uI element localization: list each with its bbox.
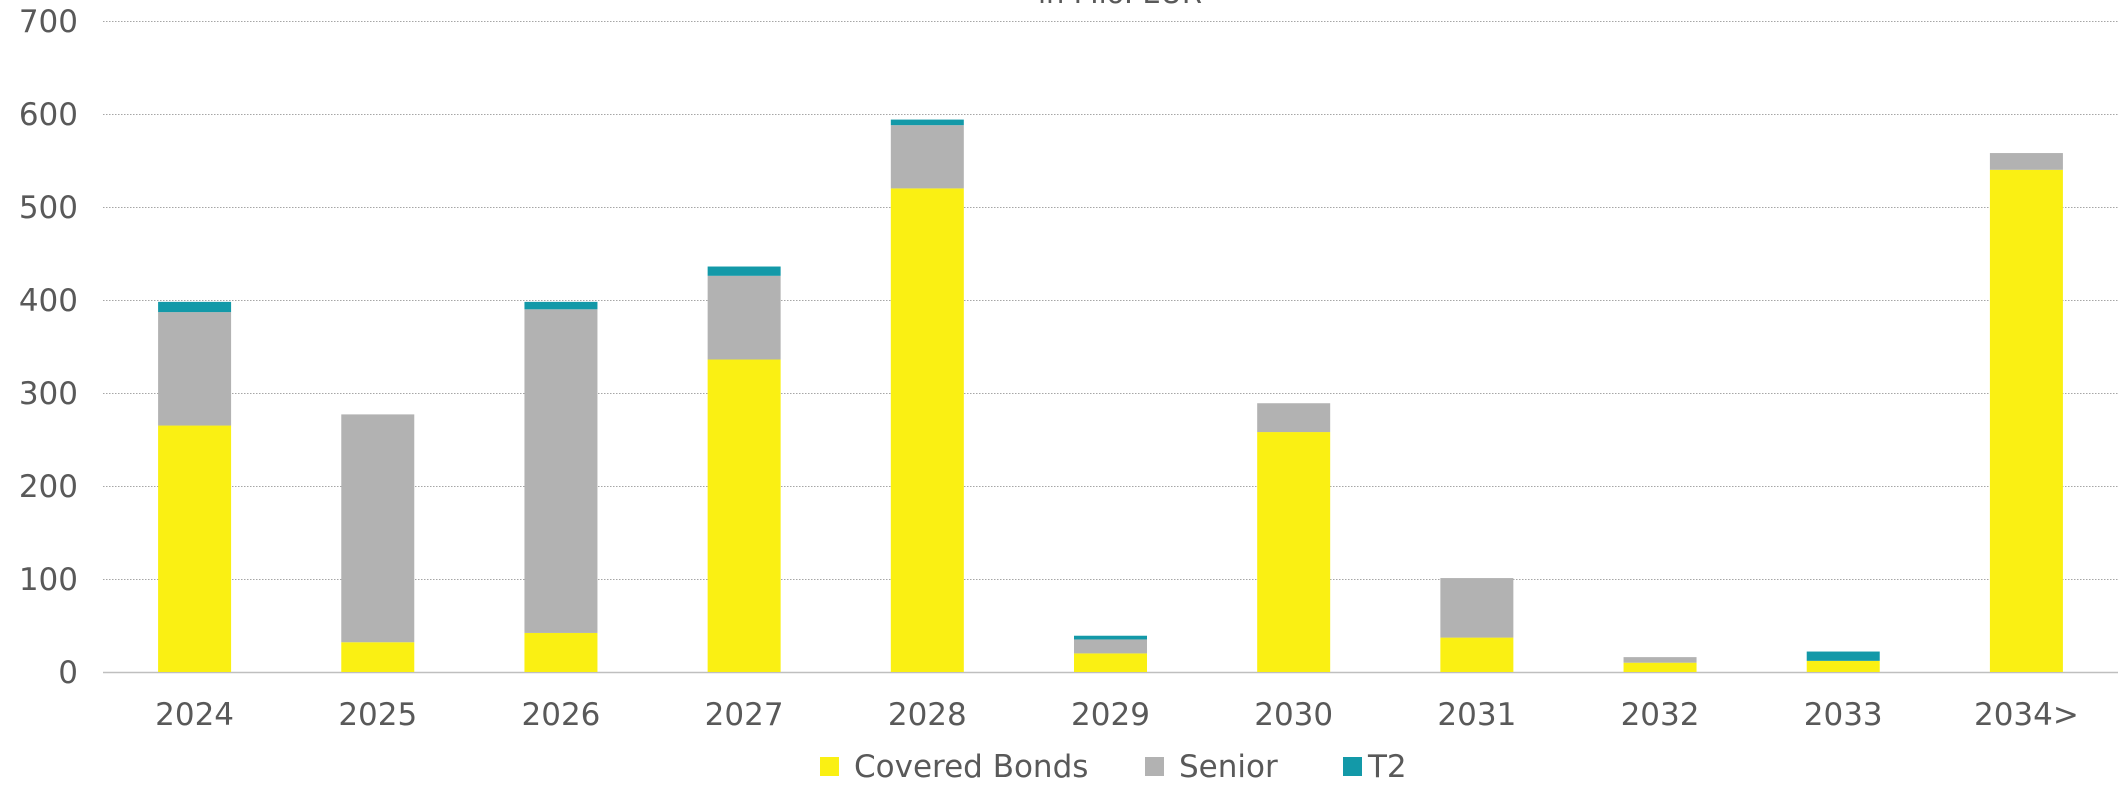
x-tick-label: 2027 (705, 697, 784, 733)
bar-segment-t2 (1806, 651, 1880, 661)
bar-segment-t2 (524, 301, 598, 310)
y-tick-label: 0 (58, 655, 78, 691)
bar-segment-covered-bonds (1440, 637, 1514, 672)
x-tick-label: 2028 (888, 697, 967, 733)
x-tick-label: 2024 (155, 697, 234, 733)
x-tick-label: 2033 (1804, 697, 1883, 733)
legend: Covered Bonds Senior T2 (820, 749, 1407, 785)
bar-segment-senior (707, 275, 781, 360)
bar-segment-covered-bonds (707, 359, 781, 672)
bar-segment-senior (1074, 639, 1147, 654)
chart-title: in Mio. EUR (1038, 0, 1202, 10)
y-tick-label: 200 (19, 469, 78, 505)
legend-swatch (1343, 757, 1362, 776)
x-tick-label: 2034> (1974, 697, 2079, 733)
x-tick-label: 2025 (338, 697, 417, 733)
bar-segment-t2 (890, 119, 964, 126)
bar-segment-t2 (158, 301, 232, 313)
bar-segment-covered-bonds (524, 632, 598, 672)
y-tick-label: 600 (19, 97, 78, 133)
x-tick-label: 2030 (1254, 697, 1333, 733)
y-tick-label: 700 (19, 4, 78, 40)
x-tick-label: 2031 (1437, 697, 1516, 733)
x-tick-label: 2029 (1071, 697, 1150, 733)
y-tick-label: 400 (19, 283, 78, 319)
bar-segment-covered-bonds (890, 188, 964, 672)
bar-segment-senior (524, 309, 598, 633)
legend-swatch (1145, 757, 1164, 776)
bar-segment-senior (341, 414, 415, 643)
bars (158, 119, 2063, 673)
bar-segment-covered-bonds (1074, 653, 1147, 672)
legend-label: Covered Bonds (854, 749, 1088, 785)
legend-swatch (820, 757, 839, 776)
y-axis: 0 100 200 300 400 500 600 700 (19, 4, 78, 691)
bar-segment-t2 (1074, 635, 1147, 640)
bar-segment-senior (1989, 153, 2063, 170)
legend-label: Senior (1179, 749, 1278, 785)
bar-segment-senior (1257, 403, 1331, 433)
bar-segment-covered-bonds (341, 642, 415, 672)
bar-segment-covered-bonds (1623, 662, 1697, 672)
bar-segment-senior (1440, 578, 1514, 638)
bar-segment-covered-bonds (158, 425, 232, 672)
bar-segment-covered-bonds (1257, 432, 1331, 672)
legend-label: T2 (1367, 749, 1407, 785)
x-tick-label: 2026 (522, 697, 601, 733)
x-tick-label: 2032 (1621, 697, 1700, 733)
bar-segment-senior (890, 125, 964, 189)
bar-segment-senior (158, 312, 232, 426)
bar-segment-t2 (707, 266, 781, 276)
x-axis: 2024 2025 2026 2027 2028 2029 2030 2031 2032 2033… (155, 697, 2079, 733)
bar-segment-senior (1623, 657, 1697, 663)
bar-segment-covered-bonds (1806, 660, 1880, 672)
y-tick-label: 100 (19, 562, 78, 598)
y-tick-label: 300 (19, 376, 78, 412)
gridlines (103, 21, 2118, 674)
bar-segment-covered-bonds (1989, 169, 2063, 673)
y-tick-label: 500 (19, 190, 78, 226)
